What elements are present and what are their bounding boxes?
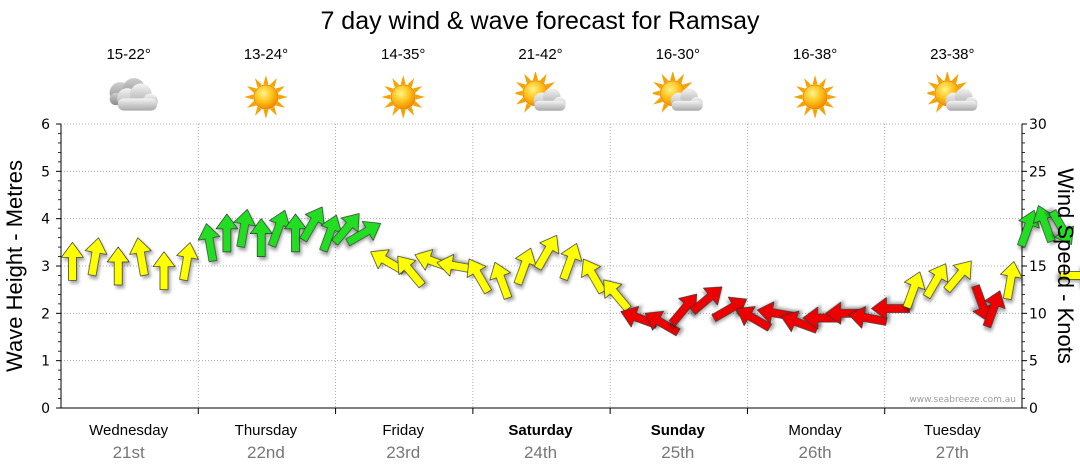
wind-arrow	[489, 261, 513, 300]
left-axis-ticks: 0 1 2 3 4 5 6	[41, 117, 61, 417]
wind-arrow	[848, 306, 888, 329]
wind-arrows	[61, 205, 1080, 337]
wind-arrow	[689, 286, 723, 315]
wind-arrow	[559, 243, 583, 281]
wind-arrow	[106, 246, 130, 286]
left-tick-label: 4	[41, 212, 50, 228]
wind-arrow	[922, 263, 949, 300]
right-tick-label: 0	[1029, 401, 1038, 417]
wind-arrow	[943, 260, 972, 293]
left-tick-label: 1	[41, 354, 50, 370]
day-date: 22nd	[247, 443, 285, 462]
partly-cloudy-icon	[927, 72, 978, 115]
wind-arrow	[780, 310, 819, 334]
right-tick-label: 5	[1029, 354, 1038, 370]
wind-arrow	[603, 279, 632, 312]
wind-arrow	[61, 241, 84, 281]
credit-text: www.seabreeze.com.au	[909, 395, 1016, 405]
day-name: Saturday	[508, 422, 573, 439]
day-name: Monday	[788, 422, 842, 439]
day-temperature: 15-22°	[106, 46, 150, 63]
day-date: 27th	[936, 443, 969, 462]
wind-arrow	[249, 218, 273, 257]
wind-arrow	[152, 251, 176, 291]
wind-arrow	[215, 213, 239, 253]
wind-arrow	[129, 237, 152, 277]
wind-arrow	[533, 234, 560, 271]
day-date: 23rd	[386, 443, 420, 462]
wind-arrow	[1059, 264, 1080, 287]
wind-arrow	[197, 223, 221, 263]
day-temperature: 21-42°	[518, 46, 562, 63]
wind-arrow	[397, 255, 426, 289]
sun-icon	[792, 74, 838, 120]
wind-arrow	[331, 213, 360, 246]
day-date: 25th	[661, 443, 694, 462]
right-axis-title: Wind Speed - Knots	[1053, 168, 1078, 364]
day-name: Tuesday	[924, 422, 981, 439]
day-date: 26th	[799, 443, 832, 462]
day-name: Friday	[382, 422, 424, 439]
partly-cloudy-icon	[652, 72, 703, 115]
day-name: Sunday	[651, 422, 706, 439]
right-tick-label: 30	[1029, 117, 1047, 133]
wind-arrow	[233, 209, 256, 248]
wind-arrow	[736, 306, 772, 332]
day-temperature: 16-38°	[793, 46, 837, 63]
wind-arrow	[644, 310, 681, 337]
wind-arrow	[345, 221, 382, 247]
wind-arrow	[466, 258, 492, 295]
partly-cloudy-icon	[515, 72, 566, 115]
left-tick-label: 3	[41, 259, 50, 275]
left-tick-label: 6	[41, 117, 50, 133]
wind-arrow	[581, 258, 607, 295]
wind-arrow	[902, 271, 926, 310]
day-temperature: 14-35°	[381, 46, 425, 63]
cloudy-icon	[109, 78, 158, 111]
left-tick-label: 0	[41, 401, 50, 417]
left-axis-title: Wave Height - Metres	[2, 160, 27, 372]
wind-arrow	[1017, 209, 1040, 248]
sun-icon	[380, 74, 426, 120]
day-date: 21st	[113, 443, 145, 462]
sun-icon	[243, 74, 289, 120]
day-labels: Wednesday 21st Thursday 22nd Friday 23rd Satur…	[89, 422, 981, 462]
left-tick-label: 2	[41, 306, 50, 322]
wind-arrow	[982, 290, 1006, 329]
daily-weather-header: 15-22° 13-24° 14-35° 21-42° 16-30° 16-38° 23-3…	[106, 46, 978, 120]
right-tick-label: 15	[1029, 259, 1047, 275]
day-date: 24th	[524, 443, 557, 462]
right-tick-label: 25	[1029, 164, 1047, 180]
day-name: Wednesday	[89, 422, 168, 439]
wind-arrow	[176, 242, 199, 282]
day-temperature: 16-30°	[656, 46, 700, 63]
left-tick-label: 5	[41, 164, 50, 180]
wind-arrow	[1000, 261, 1023, 300]
wind-arrow	[711, 296, 748, 322]
right-axis-ticks: 051015202530	[1022, 117, 1047, 417]
wind-arrow	[84, 237, 108, 277]
chart-title: 7 day wind & wave forecast for Ramsay	[320, 7, 760, 35]
day-temperature: 13-24°	[244, 46, 288, 63]
day-temperature: 23-38°	[930, 46, 974, 63]
day-name: Thursday	[235, 422, 298, 439]
wind-arrow	[1048, 209, 1074, 245]
right-tick-label: 10	[1029, 306, 1047, 322]
